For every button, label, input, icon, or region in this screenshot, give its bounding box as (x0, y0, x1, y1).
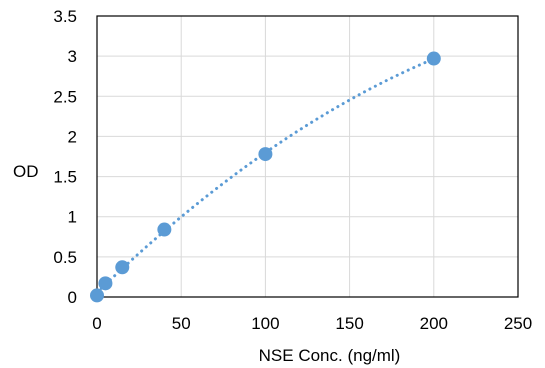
y-tick-label: 3.5 (53, 7, 77, 26)
data-point (258, 147, 273, 162)
x-tick-label: 150 (335, 314, 363, 333)
data-point (426, 51, 441, 66)
x-tick-label: 200 (420, 314, 448, 333)
x-axis-title: NSE Conc. (ng/ml) (259, 346, 401, 365)
data-point (98, 276, 113, 291)
y-tick-label: 2 (68, 127, 77, 146)
y-tick-label: 1.5 (53, 168, 77, 187)
x-tick-label: 50 (172, 314, 191, 333)
x-tick-label: 0 (92, 314, 101, 333)
y-axis-tick-labels: 0 0.5 1 1.5 2 2.5 3 3.5 (53, 7, 77, 307)
y-tick-label: 0 (68, 288, 77, 307)
x-axis-tick-labels: 0 50 100 150 200 250 (92, 314, 532, 333)
data-point (157, 222, 172, 237)
x-tick-label: 100 (251, 314, 279, 333)
y-tick-label: 0.5 (53, 248, 77, 267)
plot-area-border (96, 15, 519, 298)
x-tick-label: 250 (504, 314, 532, 333)
data-points (90, 51, 441, 303)
y-tick-label: 2.5 (53, 87, 77, 106)
y-tick-label: 1 (68, 208, 77, 227)
data-point (115, 260, 130, 275)
y-tick-label: 3 (68, 47, 77, 66)
y-axis-title: OD (13, 162, 39, 181)
gridlines (97, 16, 518, 297)
data-point (90, 288, 104, 303)
